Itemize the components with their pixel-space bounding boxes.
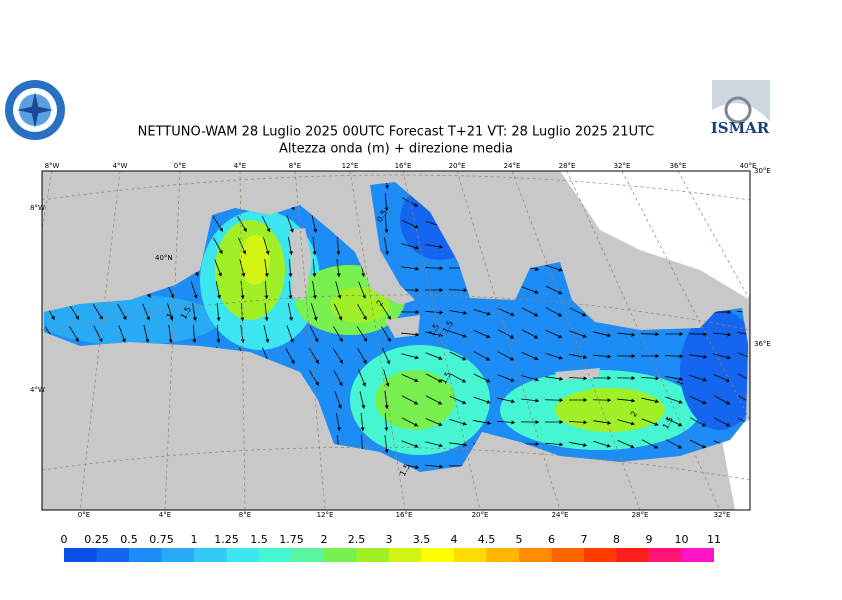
colorbar-swatch [649, 548, 682, 562]
arrow-head [750, 203, 754, 207]
colorbar-label: 9 [646, 533, 653, 546]
colorbar-swatch [487, 548, 520, 562]
lon-label-top: 0°E [174, 162, 186, 170]
colorbar-swatch [617, 548, 650, 562]
arrow-head [750, 181, 754, 185]
arrow-head [750, 401, 754, 405]
lon-label-bottom: 0°E [78, 511, 90, 519]
subtitle: Altezza onda (m) + direzione media [279, 142, 513, 157]
colorbar: 0 0.25 0.5 0.75 1 1.25 1.5 1.75 2 2.5 3 3.5 4 4.5 5 6 7 8… [61, 533, 722, 562]
colorbar-swatch [552, 548, 585, 562]
colorbar-label: 3 [386, 533, 393, 546]
lon-label-bottom: 16°E [396, 511, 413, 519]
lon-label-bottom: 20°E [472, 511, 489, 519]
colorbar-swatch [129, 548, 162, 562]
lon-label-top: 36°E [670, 162, 687, 170]
arrow-head [751, 333, 755, 337]
colorbar-label: 1.25 [214, 533, 239, 546]
lat-label: 30°E [754, 167, 771, 175]
arrow-head [751, 443, 755, 447]
lon-label-bottom: 24°E [552, 511, 569, 519]
logo-text: ISMAR [711, 119, 770, 137]
arrow-head [751, 245, 755, 249]
arrow-head [751, 224, 755, 228]
colorbar-label: 7 [581, 533, 588, 546]
colorbar-label: 10 [675, 533, 689, 546]
colorbar-label: 6 [548, 533, 555, 546]
lon-label-bottom: 4°E [159, 511, 171, 519]
colorbar-label: 5 [516, 533, 523, 546]
lat-label: 4°W [30, 386, 45, 394]
lon-label-top: 20°E [449, 162, 466, 170]
colorbar-swatch [357, 548, 390, 562]
colorbar-swatch [682, 548, 715, 562]
colorbar-label: 4 [451, 533, 458, 546]
colorbar-swatch [259, 548, 292, 562]
colorbar-swatch [64, 548, 97, 562]
title: NETTUNO-WAM 28 Luglio 2025 00UTC Forecas… [138, 125, 655, 140]
lon-label-top: 32°E [614, 162, 631, 170]
lat-label: 36°E [754, 340, 771, 348]
colorbar-label: 4.5 [478, 533, 496, 546]
arrow-head [751, 266, 755, 270]
lon-label-top: 28°E [559, 162, 576, 170]
colorbar-label: 8 [613, 533, 620, 546]
colorbar-label: 2.5 [348, 533, 366, 546]
lon-label-top: 4°E [234, 162, 246, 170]
logo-right: ISMAR [709, 78, 771, 140]
colorbar-swatch [292, 548, 325, 562]
lon-label-bottom: 32°E [714, 511, 731, 519]
colorbar-swatch [194, 548, 227, 562]
lon-label-top: 16°E [395, 162, 412, 170]
lon-label-top: 8°E [289, 162, 301, 170]
colorbar-label: 0.25 [84, 533, 109, 546]
colorbar-label: 1.5 [250, 533, 268, 546]
arrow-head [751, 465, 755, 469]
map [40, 171, 760, 510]
colorbar-swatch [422, 548, 455, 562]
colorbar-swatch [584, 548, 617, 562]
colorbar-label: 1 [191, 533, 198, 546]
lon-label-top: 24°E [504, 162, 521, 170]
lon-label-bottom: 12°E [317, 511, 334, 519]
lon-label-bottom: 8°E [239, 511, 251, 519]
logo-left [5, 80, 65, 140]
colorbar-label: 0.75 [149, 533, 174, 546]
colorbar-label: 3.5 [413, 533, 431, 546]
colorbar-label: 0.5 [120, 533, 138, 546]
colorbar-swatch [97, 548, 130, 562]
colorbar-swatch [324, 548, 357, 562]
arrow-head [750, 356, 754, 360]
arrow-head [750, 422, 754, 426]
colorbar-swatch [389, 548, 422, 562]
arrow-head [750, 379, 754, 383]
arrow-head [751, 310, 755, 314]
colorbar-label: 11 [707, 533, 721, 546]
lon-label-top: 4°W [113, 162, 128, 170]
colorbar-label: 0 [61, 533, 68, 546]
lon-label-top: 8°W [45, 162, 60, 170]
colorbar-swatch [162, 548, 195, 562]
arrow-head [752, 288, 755, 292]
colorbar-swatch [454, 548, 487, 562]
colorbar-label: 1.75 [279, 533, 304, 546]
colorbar-swatch [519, 548, 552, 562]
colorbar-label: 2 [321, 533, 328, 546]
lon-label-bottom: 28°E [632, 511, 649, 519]
lat-label: 40°N [155, 254, 173, 262]
lon-label-top: 12°E [342, 162, 359, 170]
lat-label: 8°W [30, 204, 45, 212]
colorbar-swatch [227, 548, 260, 562]
